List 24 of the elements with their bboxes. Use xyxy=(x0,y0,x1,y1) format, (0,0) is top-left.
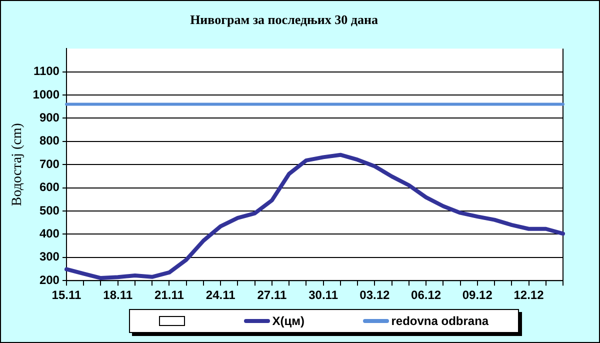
x-tick-label: 06.12 xyxy=(411,288,442,302)
y-tick-label: 600 xyxy=(39,180,60,194)
y-tick-label: 1000 xyxy=(32,87,60,102)
y-tick-label: 300 xyxy=(39,250,60,264)
x-tick-label: 27.11 xyxy=(257,288,287,302)
x-tick-label: 03.12 xyxy=(360,288,390,302)
y-tick-label: 400 xyxy=(39,226,60,241)
legend-label: redovna odbrana xyxy=(391,314,489,328)
x-tick-label: 21.11 xyxy=(154,288,184,302)
y-tick-label: 200 xyxy=(39,272,60,287)
y-tick-label: 700 xyxy=(39,156,60,171)
y-axis-title: Водостај (cm) xyxy=(10,122,26,206)
y-tick-label: 500 xyxy=(39,203,60,218)
chart-title: Нивограм за последњих 30 дана xyxy=(190,12,378,28)
x-tick-label: 30.11 xyxy=(308,288,338,302)
x-tick-label: 24.11 xyxy=(206,288,236,302)
x-tick-label: 12.12 xyxy=(514,288,544,302)
y-tick-label: 800 xyxy=(39,134,60,148)
y-tick-label: 900 xyxy=(39,110,60,125)
y-tick-label: 1100 xyxy=(33,64,60,78)
x-tick-label: 09.12 xyxy=(462,288,493,302)
x-tick-label: 18.11 xyxy=(103,288,133,302)
legend-label: X(цм) xyxy=(272,314,304,328)
x-tick-label: 15.11 xyxy=(52,288,82,302)
